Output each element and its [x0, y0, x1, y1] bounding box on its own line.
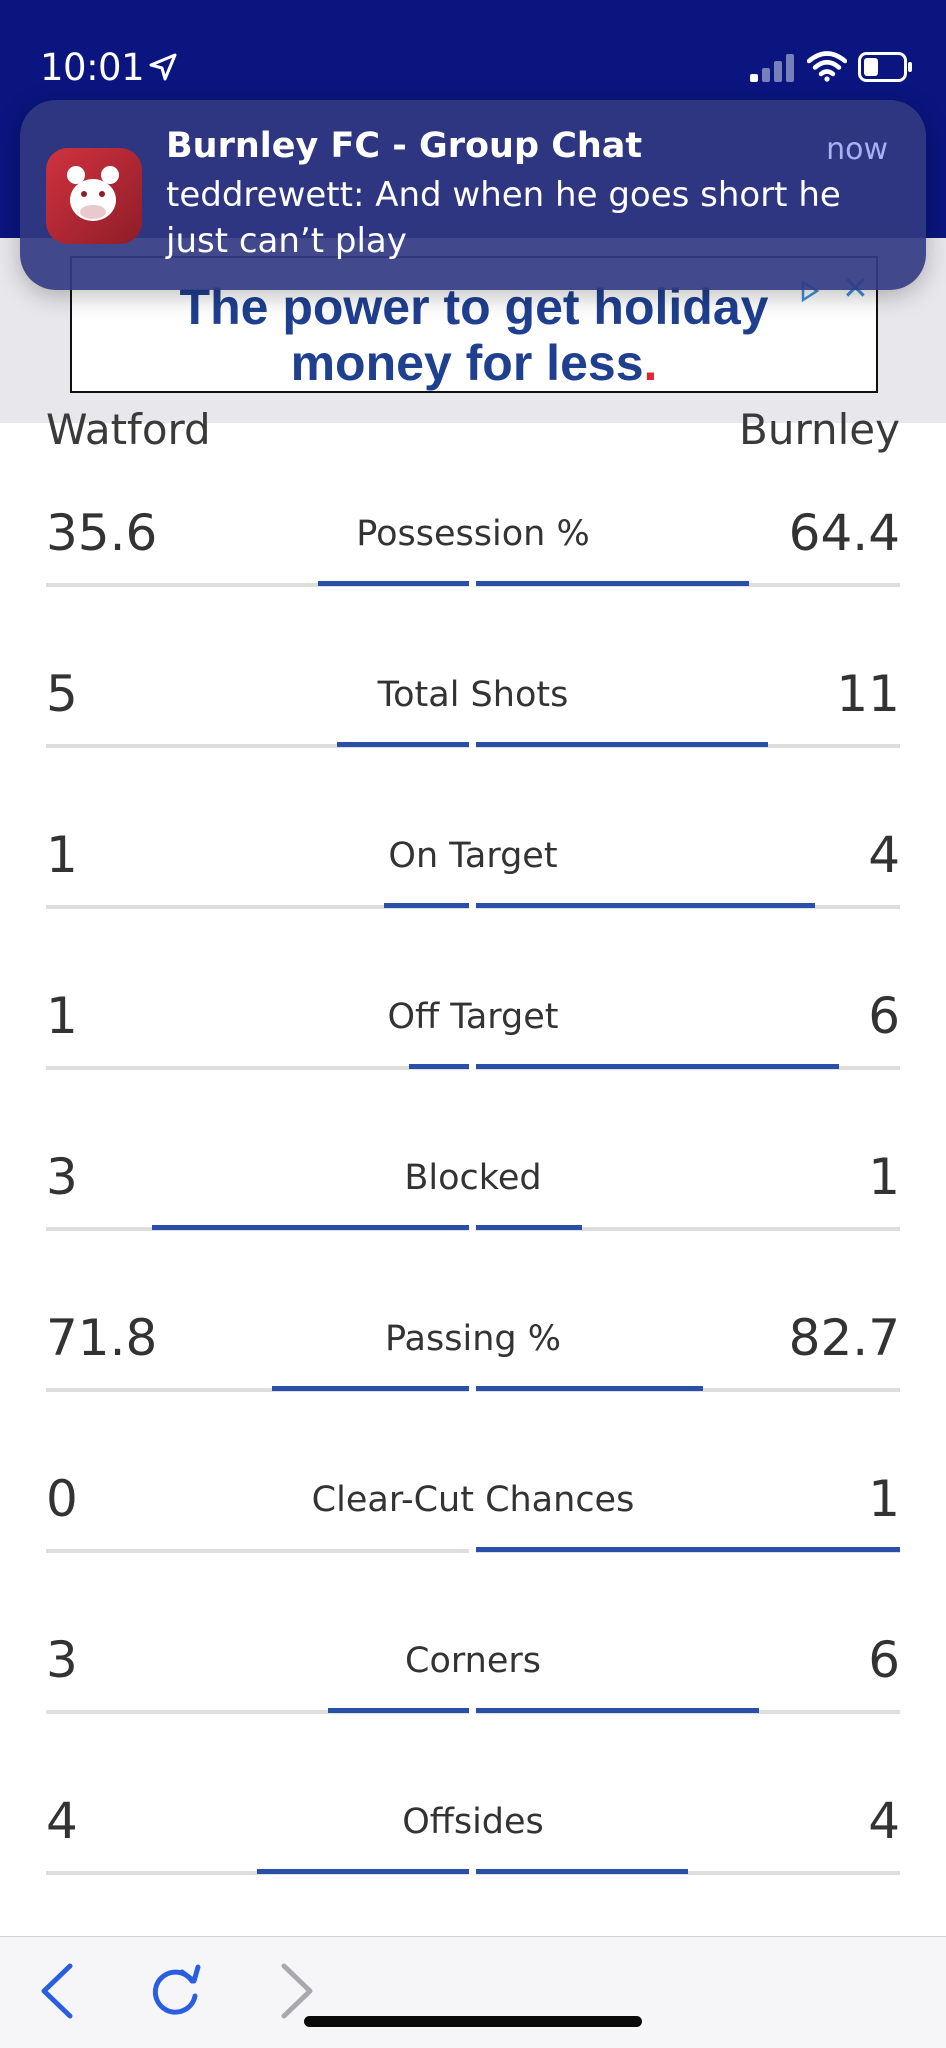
stat-home-value: 4 — [46, 1792, 78, 1850]
cellular-signal-icon — [750, 54, 794, 82]
notification-message: teddrewett: And when he goes short he ju… — [166, 175, 841, 261]
wifi-icon — [807, 51, 847, 82]
stat-row: 3 Blocked 1 — [46, 1148, 900, 1288]
stat-label: Off Target — [387, 997, 559, 1037]
stat-home-bar — [409, 1064, 469, 1069]
stat-home-bar — [318, 581, 469, 586]
stat-away-bar — [476, 581, 749, 586]
stat-away-bar — [476, 903, 815, 908]
push-notification[interactable]: Burnley FC - Group Chat now teddrewett: … — [20, 100, 926, 290]
stat-home-track — [46, 744, 469, 748]
stat-row: 35.6 Possession % 64.4 — [46, 504, 900, 644]
status-time: 10:01 — [40, 46, 145, 89]
stat-home-track — [46, 1066, 469, 1070]
stat-row: 1 Off Target 6 — [46, 987, 900, 1127]
stat-row: 1 On Target 4 — [46, 826, 900, 966]
stat-home-bar — [328, 1708, 469, 1713]
stat-home-track — [46, 905, 469, 909]
stat-label: Possession % — [356, 514, 590, 554]
stat-home-track — [46, 1710, 469, 1714]
stat-away-value: 64.4 — [788, 504, 900, 562]
stat-away-value: 1 — [868, 1470, 900, 1528]
stat-away-value: 4 — [868, 826, 900, 884]
location-arrow-icon — [149, 53, 177, 81]
stat-away-value: 11 — [836, 665, 900, 723]
home-team-name: Watford — [46, 405, 211, 454]
stat-home-bar — [272, 1386, 469, 1391]
stat-label: On Target — [388, 836, 558, 876]
stat-away-value: 6 — [868, 1631, 900, 1689]
stat-home-bar — [337, 742, 469, 747]
stat-home-value: 0 — [46, 1470, 78, 1528]
stat-away-track — [476, 1871, 900, 1875]
stat-home-bar — [257, 1869, 469, 1874]
stat-home-value: 35.6 — [46, 504, 158, 562]
reload-icon[interactable] — [146, 1962, 204, 2020]
stat-away-bar — [476, 1064, 839, 1069]
stat-away-bar — [476, 742, 768, 747]
stat-away-bar — [476, 1386, 703, 1391]
stat-home-value: 3 — [46, 1631, 78, 1689]
stat-home-value: 1 — [46, 987, 78, 1045]
away-team-name: Burnley — [739, 405, 900, 454]
stat-home-bar — [384, 903, 469, 908]
browser-toolbar — [0, 1936, 946, 2048]
notification-title: Burnley FC - Group Chat — [166, 126, 643, 166]
stat-away-value: 4 — [868, 1792, 900, 1850]
battery-icon — [858, 52, 912, 82]
app-icon — [46, 148, 142, 244]
chevron-right-icon[interactable] — [276, 1960, 320, 2022]
stat-row: 3 Corners 6 — [46, 1631, 900, 1771]
stat-label: Total Shots — [377, 675, 569, 715]
notification-time: now — [826, 132, 888, 167]
stat-home-bar — [152, 1225, 469, 1230]
stat-away-bar — [476, 1547, 900, 1552]
stat-row: 71.8 Passing % 82.7 — [46, 1309, 900, 1449]
stat-away-value: 82.7 — [788, 1309, 900, 1367]
stat-away-bar — [476, 1869, 688, 1874]
stat-away-track — [476, 1227, 900, 1231]
stat-row: 5 Total Shots 11 — [46, 665, 900, 805]
stat-row: 4 Offsides 4 — [46, 1792, 900, 1932]
stat-label: Offsides — [402, 1802, 544, 1842]
stat-home-track — [46, 1549, 469, 1553]
stat-row: 0 Clear-Cut Chances 1 — [46, 1470, 900, 1610]
stat-home-value: 3 — [46, 1148, 78, 1206]
stat-label: Blocked — [404, 1158, 542, 1198]
stat-label: Corners — [405, 1641, 541, 1681]
stat-home-value: 71.8 — [46, 1309, 158, 1367]
ad-headline-line2: money for less. — [290, 335, 658, 391]
home-indicator — [304, 2016, 642, 2027]
stat-away-value: 6 — [868, 987, 900, 1045]
chevron-left-icon[interactable] — [34, 1960, 78, 2022]
stat-away-bar — [476, 1225, 582, 1230]
stat-away-value: 1 — [868, 1148, 900, 1206]
stat-home-value: 5 — [46, 665, 78, 723]
stat-label: Clear-Cut Chances — [311, 1480, 635, 1520]
stat-home-track — [46, 1388, 469, 1392]
stat-home-track — [46, 583, 469, 587]
stat-away-bar — [476, 1708, 759, 1713]
stat-label: Passing % — [385, 1319, 561, 1359]
stat-home-value: 1 — [46, 826, 78, 884]
